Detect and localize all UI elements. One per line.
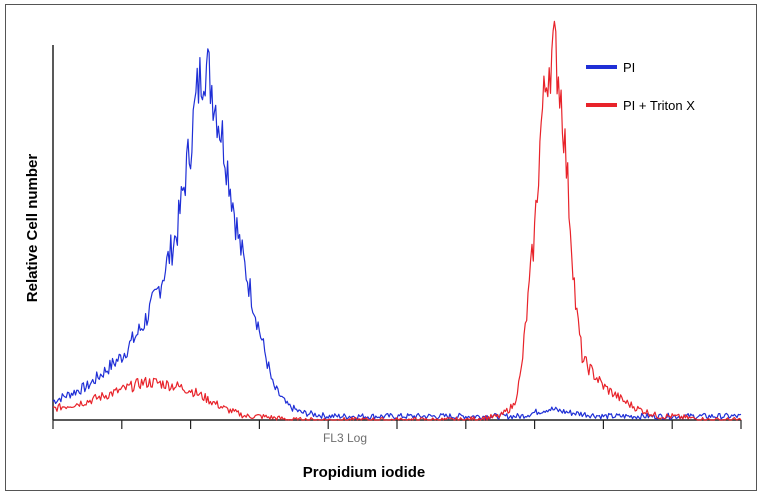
series-line-pi-triton-x	[52, 20, 742, 421]
y-axis-label: Relative Cell number	[24, 154, 41, 303]
x-axis-subtitle: FL3 Log	[323, 431, 367, 445]
legend-label: PI	[623, 60, 635, 75]
series-lines	[52, 20, 742, 421]
x-axis-label: Propidium iodide	[303, 464, 426, 481]
legend-label: PI + Triton X	[623, 98, 695, 113]
chart-frame: PI PI + Triton X FL3 Log Propidium iodide…	[5, 4, 757, 491]
flow-cytometry-histogram: PI PI + Triton X FL3 Log Propidium iodide…	[24, 20, 742, 481]
x-ticks	[52, 420, 742, 429]
legend: PI PI + Triton X	[586, 60, 695, 113]
